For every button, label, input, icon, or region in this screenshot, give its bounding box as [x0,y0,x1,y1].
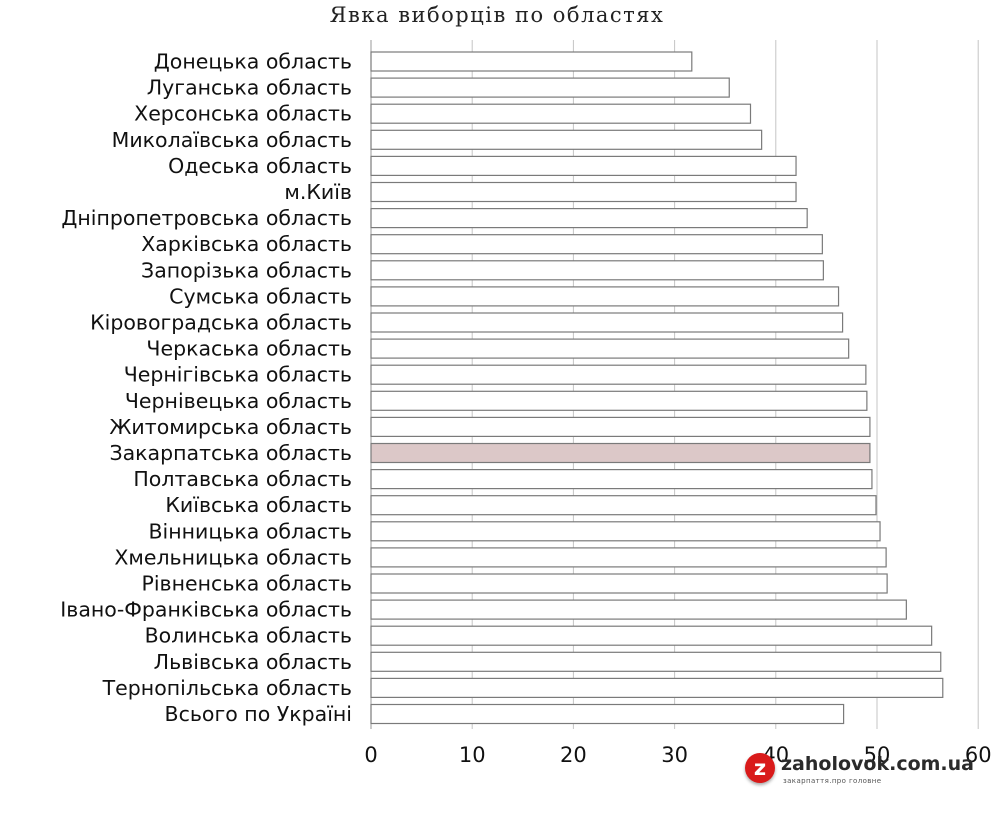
category-label: Сумська область [169,284,352,308]
category-label: Дніпропетровська область [61,206,352,230]
bar [370,495,877,516]
category-label: Чернівецька область [125,389,352,413]
x-tick-label: 60 [965,743,992,767]
bar [370,651,942,672]
bar [370,77,730,98]
x-tick-label: 30 [661,743,688,767]
x-tick-label: 10 [459,743,486,767]
bar [370,286,840,307]
category-label: м.Київ [284,180,352,204]
bar [370,181,797,203]
logo-text: zaholovok.com.ua [781,753,974,775]
x-axis-ticks: 0 10 20 30 40 50 60 [364,743,991,767]
category-label: Івано-Франківська область [60,598,352,622]
bar [370,155,797,176]
logo-tagline: закарпаття.про головне [783,777,882,785]
x-tick-label: 50 [864,743,891,767]
bar [370,364,867,385]
bar [370,129,763,150]
bars-layer [370,51,944,725]
chart-title: Явка виборців по областях [330,3,665,27]
category-label: Рівненська область [141,572,352,596]
bar [370,521,881,542]
logo-mark-icon: z [745,753,775,783]
category-label: Донецька область [154,50,352,74]
category-label: Всього по Україні [165,702,353,726]
category-label: Вінницька область [148,519,352,543]
bar [370,103,752,124]
category-label: Харківська область [141,232,352,256]
site-logo: z zaholovok.com.ua закарпаття.про головн… [745,751,974,795]
category-label: Чернігівська область [124,363,352,387]
category-label: Київська область [165,493,352,517]
category-label: Тернопільська область [102,676,352,700]
category-label: Львівська область [154,650,352,674]
x-tick-label: 20 [560,743,587,767]
category-label: Полтавська область [133,467,352,491]
bar [370,703,845,725]
bar [370,234,823,255]
category-label: Закарпатська область [109,441,352,465]
bar [370,416,871,437]
category-label: Кіровоградська область [90,311,352,335]
bar [370,547,887,568]
bar [370,625,933,646]
category-label: Луганська область [147,76,352,100]
category-label: Житомирська область [109,415,352,439]
bar [370,208,808,229]
bar [370,442,871,464]
bar [370,312,844,333]
category-label: Черкаська область [146,337,352,361]
bar [370,51,693,72]
category-label: Запорізька область [141,258,352,282]
category-label: Миколаївська область [112,128,352,152]
bar [370,599,907,620]
bar [370,260,824,281]
bar [370,573,888,594]
bar [370,677,944,699]
category-label: Хмельницька область [114,545,352,569]
x-tick-label: 0 [364,743,377,767]
bar [370,469,873,490]
bar [370,338,850,359]
category-label: Херсонська область [134,102,352,126]
category-label: Одеська область [168,154,352,178]
category-label: Волинська область [145,624,352,648]
bar [370,390,868,411]
